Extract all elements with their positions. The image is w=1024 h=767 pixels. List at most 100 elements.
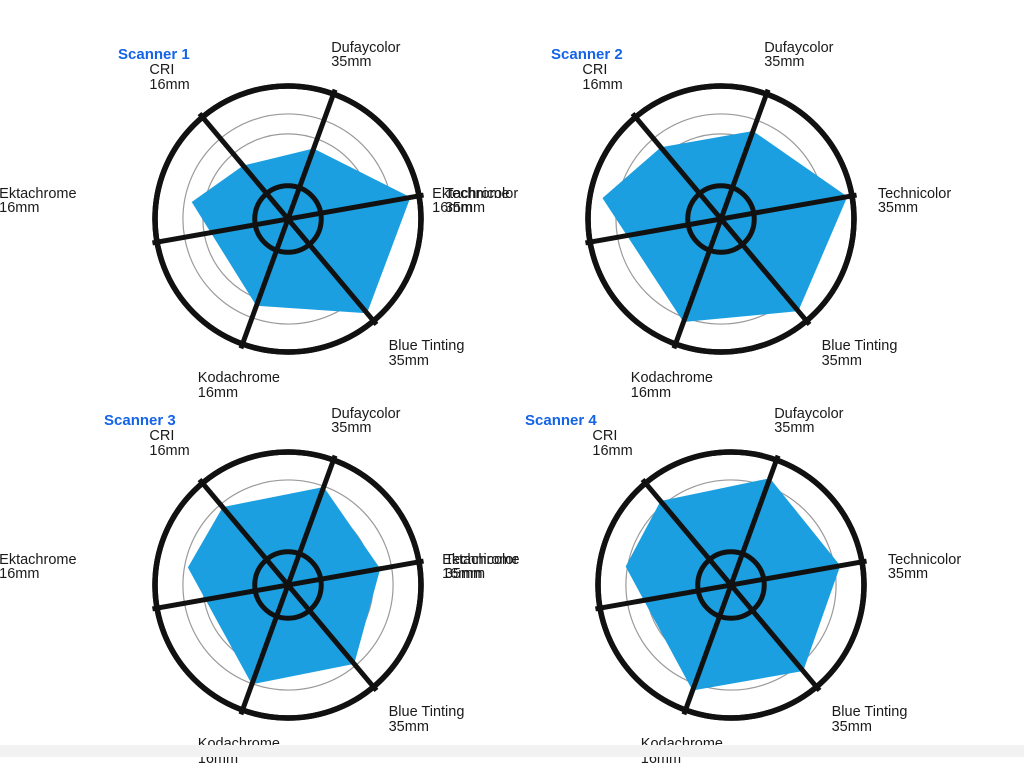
axis-label-line2: 16mm [0, 200, 40, 217]
radar-axis-spoke [640, 477, 822, 693]
axis-label-line1: Blue Tinting [388, 703, 465, 720]
axis-label-cri-scanner-3: CRI 16mm [149, 429, 189, 459]
axis-label-ektachrome-scanner-3: Ektachrome 16mm [0, 551, 77, 583]
bottom-strip [0, 745, 1024, 757]
axis-label-line2: 16mm [442, 566, 483, 583]
axis-label-ektachrome-scanner-4: Ektachrome 16mm [442, 552, 519, 583]
radar-axis-spoke [595, 558, 867, 612]
grid-ring-outer [585, 83, 857, 355]
axis-label-cri-scanner-1: CRI 16mm [149, 63, 189, 93]
radar-axis-spoke [585, 192, 857, 246]
axis-label-line2: 35mm [774, 420, 815, 437]
grid-ring [625, 479, 837, 691]
grid-ring [252, 549, 324, 621]
axis-label-line1: Kodachrome [630, 370, 713, 387]
panel-title-scanner-1: Scanner 1 [118, 46, 190, 63]
axis-label-dufaycolor-scanner-2: Dufaycolor 35mm [764, 40, 833, 71]
radar-axis-spoke [671, 88, 771, 350]
grid-ring-outer [152, 449, 424, 721]
axis-label-kodachrome-scanner-1: Kodachrome 16mm [198, 371, 280, 401]
axis-label-technicolor-scanner-1: Technicolor 35mm [444, 185, 519, 217]
axis-label-line1: Technicolor [887, 551, 962, 568]
radar-axis-spoke [152, 558, 424, 612]
grid-ring-inner [252, 183, 324, 255]
panel-title-scanner-2: Scanner 2 [551, 46, 623, 63]
axis-label-line1: Ektachrome [432, 185, 510, 202]
axis-label-line1: CRI [149, 62, 175, 78]
axis-label-technicolor-scanner-2: Technicolor 35mm [878, 186, 951, 217]
axis-label-line2: 16mm [582, 76, 623, 93]
axis-label-line2: 16mm [149, 442, 190, 459]
radar-axis-spoke [197, 111, 379, 327]
radar-data-polygon [191, 148, 411, 314]
axis-label-ektachrome-scanner-2: Ektachrome 16mm [432, 185, 510, 217]
grid-ring [595, 449, 867, 721]
axis-label-dufaycolor-scanner-3: Dufaycolor 35mm [331, 406, 400, 437]
axis-label-line1: Blue Tinting [388, 337, 465, 354]
grid-ring [685, 183, 757, 255]
axis-label-dufaycolor-scanner-4: Dufaycolor 35mm [774, 406, 843, 437]
radar-data-polygon [625, 478, 841, 691]
axis-label-line1: Dufaycolor [331, 39, 401, 56]
grid-ring [202, 499, 374, 671]
axis-label-line2: 35mm [444, 200, 486, 217]
axis-label-line1: Ektachrome [0, 185, 77, 202]
axis-label-line1: CRI [592, 428, 618, 444]
axis-label-line2: 16mm [0, 566, 40, 583]
grid-ring [645, 499, 817, 671]
grid-ring-outer [152, 83, 424, 355]
radar-axis-spoke [238, 454, 338, 716]
axis-label-line1: CRI [582, 62, 608, 78]
axis-label-dufaycolor-scanner-1: Dufaycolor 35mm [331, 39, 401, 71]
radar-axis-spoke [630, 111, 812, 327]
axis-label-blue_tinting-scanner-1: Blue Tinting 35mm [389, 339, 465, 369]
axis-label-line2: 35mm [887, 566, 929, 583]
axis-label-line2: 35mm [764, 54, 805, 71]
axis-label-line1: CRI [149, 428, 175, 444]
axis-label-line2: 16mm [630, 385, 672, 402]
axis-label-blue_tinting-scanner-3: Blue Tinting 35mm [389, 705, 465, 735]
axis-label-line2: 35mm [331, 420, 372, 437]
radar-axis-spoke [238, 88, 338, 350]
panel-title-scanner-3: Scanner 3 [104, 412, 176, 429]
grid-ring-inner [252, 549, 324, 621]
axis-label-line2: 35mm [388, 352, 429, 369]
axis-label-line2: 16mm [197, 385, 239, 402]
axis-label-blue_tinting-scanner-2: Blue Tinting 35mm [822, 339, 898, 369]
axis-label-cri-scanner-2: CRI 16mm [582, 63, 622, 93]
grid-ring [152, 83, 424, 355]
grid-ring [152, 449, 424, 721]
axis-label-technicolor-scanner-3: Technicolor 35mm [444, 552, 518, 583]
grid-ring [695, 549, 767, 621]
axis-label-line1: Blue Tinting [821, 337, 898, 354]
axis-label-ektachrome-scanner-1: Ektachrome 16mm [0, 185, 77, 217]
axis-label-line2: 35mm [444, 566, 486, 583]
grid-ring [615, 113, 827, 325]
axis-label-line2: 35mm [821, 352, 862, 369]
panel-title-scanner-4: Scanner 4 [525, 412, 597, 429]
axis-label-line1: Technicolor [444, 185, 519, 202]
grid-ring-inner [695, 549, 767, 621]
axis-label-line2: 16mm [432, 200, 473, 217]
axis-label-line2: 35mm [331, 54, 372, 71]
grid-ring [635, 133, 807, 305]
radar-data-polygon [187, 486, 381, 685]
axis-label-line1: Blue Tinting [831, 703, 908, 720]
radar-axis-spoke [197, 477, 379, 693]
axis-label-line1: Ektachrome [0, 551, 77, 568]
axis-label-line2: 35mm [388, 718, 429, 735]
grid-ring [585, 83, 857, 355]
axis-label-line2: 16mm [592, 442, 633, 459]
grid-ring-outer [595, 449, 867, 721]
grid-ring [182, 113, 394, 325]
axis-label-blue_tinting-scanner-4: Blue Tinting 35mm [832, 705, 908, 735]
axis-label-kodachrome-scanner-2: Kodachrome 16mm [631, 371, 713, 401]
